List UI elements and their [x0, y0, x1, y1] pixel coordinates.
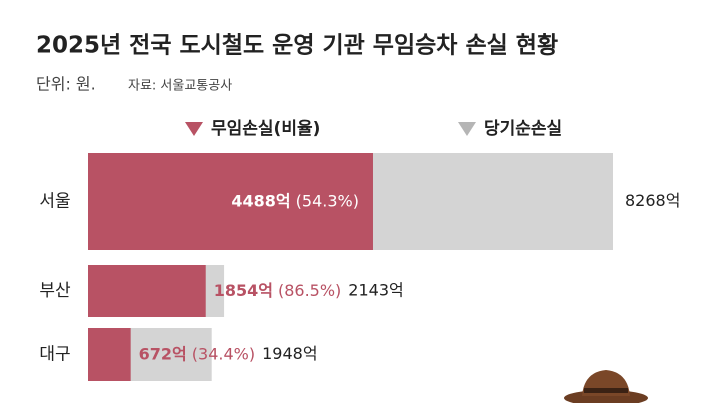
unit: 단위: 원.	[36, 75, 96, 94]
legend-marker	[458, 122, 476, 136]
value-label: 4488억	[231, 191, 290, 210]
net-loss-label: 1948억	[262, 344, 317, 363]
category-label: 대구	[39, 345, 70, 365]
illustration	[564, 370, 648, 403]
free-ride-bar	[88, 265, 206, 317]
legend-label: 당기순손실	[484, 119, 562, 139]
category-label: 서울	[39, 192, 70, 212]
legend-marker	[185, 122, 203, 136]
source: 자료: 서울교통공사	[128, 79, 232, 94]
percent-label: (54.3%)	[296, 191, 359, 210]
free-ride-label: 4488억 (54.3%)	[231, 191, 359, 210]
net-loss-label: 2143억	[348, 281, 403, 300]
percent-label: (34.4%)	[192, 344, 255, 363]
free-ride-label: 1854억 (86.5%)	[214, 281, 342, 300]
category-label: 부산	[39, 281, 71, 301]
free-ride-label: 672억 (34.4%)	[139, 344, 255, 363]
free-ride-bar	[88, 328, 131, 381]
legend-label: 무임손실(비율)	[211, 118, 320, 139]
free-ride-bar	[88, 153, 373, 250]
percent-label: (86.5%)	[278, 281, 341, 300]
chart-title: 2025년 전국 도시철도 운영 기관 무임승차 손실 현황	[36, 33, 558, 59]
value-label: 672억	[139, 344, 187, 363]
value-label: 1854억	[214, 281, 273, 300]
net-loss-label: 8268억	[625, 191, 680, 210]
